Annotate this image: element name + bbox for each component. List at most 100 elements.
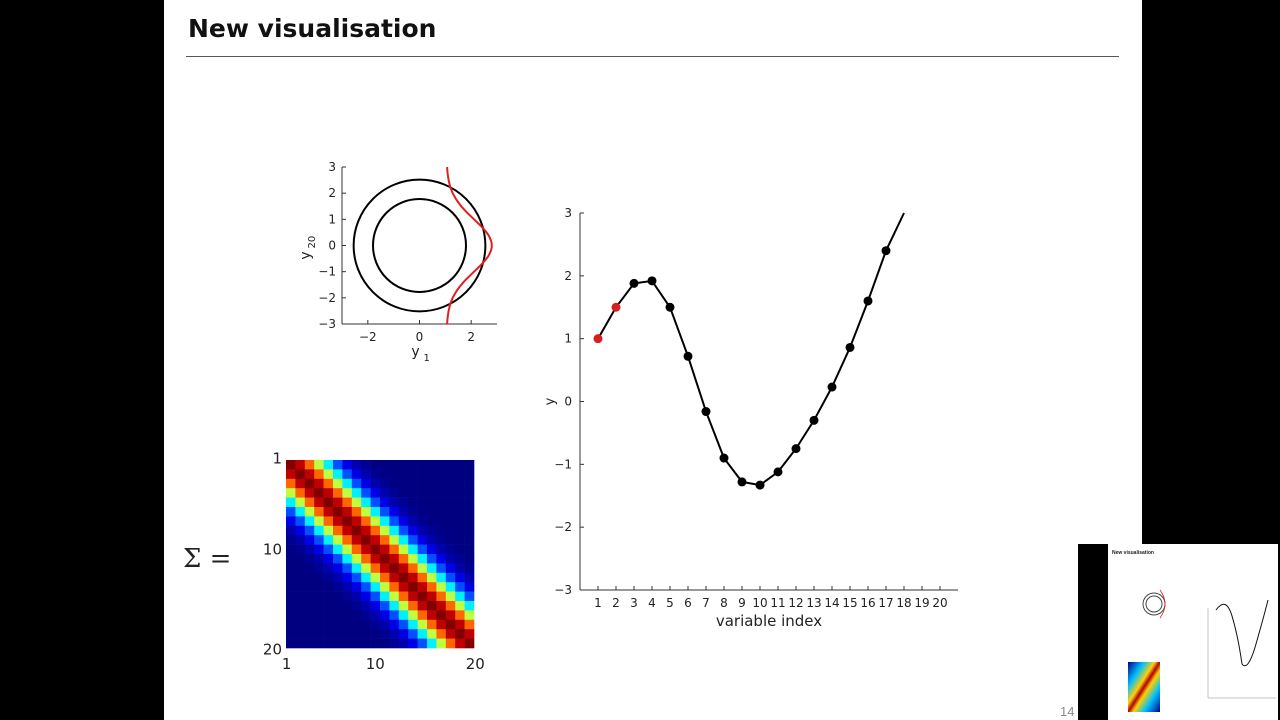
- heatmap-cell: [464, 535, 475, 545]
- heatmap-cell: [323, 535, 334, 545]
- heatmap-cell: [455, 460, 465, 470]
- heatmap-cell: [398, 516, 409, 527]
- heatmap-cell: [380, 478, 390, 489]
- heatmap-cell: [295, 629, 306, 639]
- heatmap-cell: [314, 478, 324, 489]
- heatmap-cell: [389, 554, 400, 564]
- heatmap-cell: [408, 535, 418, 545]
- heatmap-cell: [408, 488, 418, 498]
- heatmap-cell: [370, 601, 381, 611]
- slide-thumbnail[interactable]: New visualisation: [1078, 544, 1278, 720]
- heatmap-cell: [342, 610, 353, 621]
- heatmap-cell: [398, 478, 409, 489]
- y-axis-label: y: [543, 397, 558, 405]
- x-axis-label: variable index: [716, 612, 822, 630]
- heatmap-cell: [361, 469, 371, 480]
- heatmap-cell: [445, 516, 456, 527]
- heatmap-cell: [370, 554, 381, 564]
- heatmap-cell: [398, 507, 409, 517]
- heatmap-cell: [342, 507, 353, 517]
- x-tick-label: 10: [366, 655, 385, 673]
- heatmap-cell: [361, 478, 371, 489]
- heatmap-cell: [295, 554, 306, 564]
- data-point: [737, 477, 747, 487]
- data-point: [809, 415, 819, 425]
- heatmap-cell: [445, 544, 456, 555]
- heatmap-cell: [436, 460, 447, 470]
- x-tick-label: 18: [896, 596, 911, 610]
- heatmap-cell: [351, 460, 362, 470]
- heatmap-cell: [445, 619, 456, 630]
- heatmap-cell: [380, 488, 390, 498]
- heatmap-cell: [304, 544, 315, 555]
- heatmap-cell: [333, 610, 343, 621]
- heatmap-cell: [286, 478, 296, 489]
- marginal-density-curve: [446, 166, 493, 325]
- heatmap-cell: [436, 488, 447, 498]
- heatmap-cell: [361, 507, 371, 517]
- heatmap-cell: [398, 488, 409, 498]
- heatmap-cell: [427, 610, 437, 621]
- heatmap-cell: [408, 554, 418, 564]
- heatmap-cell: [455, 497, 465, 508]
- heatmap-cell: [333, 582, 343, 592]
- heatmap-cell: [427, 535, 437, 545]
- heatmap-cell: [370, 563, 381, 574]
- y-tick-label: 3: [564, 206, 572, 220]
- heatmap-cell: [408, 619, 418, 630]
- data-point: [755, 480, 765, 490]
- data-point: [665, 302, 675, 312]
- heatmap-cell: [295, 563, 306, 574]
- heatmap-cell: [351, 497, 362, 508]
- heatmap-cell: [380, 601, 390, 611]
- heatmap-cell: [304, 591, 315, 602]
- heatmap-cell: [436, 525, 447, 536]
- heatmap-cell: [455, 591, 465, 602]
- heatmap-cell: [398, 610, 409, 621]
- heatmap-cell: [445, 629, 456, 639]
- heatmap-cell: [417, 629, 428, 639]
- data-point: [827, 382, 837, 392]
- heatmap-cell: [464, 497, 475, 508]
- heatmap-cell: [351, 591, 362, 602]
- heatmap-cell: [333, 544, 343, 555]
- x-tick-label: 13: [806, 596, 821, 610]
- heatmap-cell: [445, 572, 456, 583]
- x-tick-label: 14: [824, 596, 839, 610]
- y-tick-label: 0: [564, 395, 572, 409]
- heatmap-cell: [314, 525, 324, 536]
- heatmap-cell: [323, 591, 334, 602]
- y-tick-label: 1: [564, 332, 572, 346]
- heatmap-cell: [295, 535, 306, 545]
- heatmap-cell: [333, 572, 343, 583]
- heatmap-cell: [342, 629, 353, 639]
- heatmap-cell: [304, 488, 315, 498]
- heatmap-cell: [417, 525, 428, 536]
- heatmap-cell: [380, 572, 390, 583]
- heatmap-cell: [304, 497, 315, 508]
- x-tick-label: 2: [467, 330, 475, 344]
- heatmap-cell: [427, 582, 437, 592]
- heatmap-cell: [323, 460, 334, 470]
- heatmap-cell: [314, 535, 324, 545]
- heatmap-cell: [286, 610, 296, 621]
- heatmap-cell: [304, 619, 315, 630]
- heatmap-cell: [370, 460, 381, 470]
- heatmap-cell: [427, 507, 437, 517]
- heatmap-cell: [464, 582, 475, 592]
- heatmap-cell: [351, 516, 362, 527]
- x-tick-label: 19: [914, 596, 929, 610]
- heatmap-cell: [314, 497, 324, 508]
- heatmap-cell: [427, 591, 437, 602]
- heatmap-cell: [398, 469, 409, 480]
- heatmap-cell: [436, 582, 447, 592]
- heatmap-cell: [417, 535, 428, 545]
- heatmap-cell: [351, 507, 362, 517]
- heatmap-cell: [389, 638, 400, 649]
- heatmap-cell: [314, 582, 324, 592]
- heatmap-cell: [380, 460, 390, 470]
- heatmap-cell: [380, 525, 390, 536]
